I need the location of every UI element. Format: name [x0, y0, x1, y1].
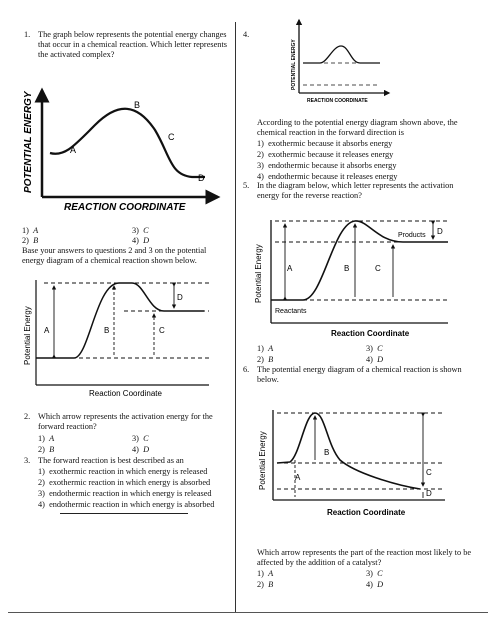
question-number: 3. — [24, 456, 31, 465]
y-axis-label: Potential Energy — [258, 431, 267, 490]
q3-option-3[interactable]: 3) endothermic reaction in which energy … — [38, 489, 212, 498]
answer-rule — [60, 513, 188, 514]
label-a: A — [70, 145, 76, 155]
q2-option-2[interactable]: 2) B — [38, 445, 55, 454]
q3-option-1[interactable]: 1) exothermic reaction in which energy i… — [38, 467, 208, 476]
question-5: 5. In the diagram below, which letter re… — [243, 181, 475, 201]
question-text: Which arrow represents the activation en… — [38, 412, 213, 432]
q4-question-text: According to the potential energy diagra… — [257, 118, 458, 138]
question-number: 1. — [24, 30, 31, 39]
question-text: The potential energy diagram of a chemic… — [257, 365, 462, 385]
x-axis-label: REACTION COORDINATE — [307, 98, 368, 104]
label-a: A — [295, 473, 301, 482]
q1-option-2[interactable]: 2) B — [22, 236, 39, 245]
x-axis-label: Reaction Coordinate — [331, 329, 410, 338]
energy-curve — [49, 107, 205, 179]
q5-option-4[interactable]: 4) D — [366, 355, 384, 364]
q1-option-4[interactable]: 4) D — [132, 236, 150, 245]
label-c: C — [159, 326, 165, 335]
q1-energy-diagram: POTENTIAL ENERGY REACTION COORDINATE A B… — [23, 87, 221, 213]
q6-energy-diagram: A B C D Potential Energy Reaction Coordi… — [258, 410, 445, 517]
y-axis-label: POTENTIAL ENERGY — [291, 39, 297, 90]
x-axis-label: Reaction Coordinate — [327, 508, 406, 517]
q4-option-3[interactable]: 3) endothermic because it absorbs energy — [257, 161, 397, 170]
question-text: The forward reaction is best described a… — [38, 456, 184, 465]
label-a: A — [44, 326, 50, 335]
q3-option-4[interactable]: 4) endothermic reaction in which energy … — [38, 500, 215, 509]
products-label: Products — [398, 232, 426, 239]
q3-option-2[interactable]: 2) exothermic reaction in which energy i… — [38, 478, 211, 487]
question-number: 4. — [243, 30, 250, 39]
q2-option-4[interactable]: 4) D — [132, 445, 150, 454]
q6-option-4[interactable]: 4) D — [366, 580, 384, 589]
question-2: 2. Which arrow represents the activation… — [24, 412, 228, 432]
q4-option-2[interactable]: 2) exothermic because it releases energy — [257, 150, 394, 159]
q2-q3-energy-diagram: A B C D Potential Energy Reaction Coordi… — [23, 280, 209, 398]
q4-energy-diagram: POTENTIAL ENERGY REACTION COORDINATE — [291, 18, 391, 104]
q6-option-3[interactable]: 3) C — [366, 569, 383, 578]
question-text: In the diagram below, which letter repre… — [257, 181, 454, 201]
energy-curve — [271, 220, 448, 301]
question-number: 6. — [243, 365, 250, 374]
label-b: B — [134, 100, 140, 110]
question-number: 5. — [243, 181, 250, 190]
q6-option-2[interactable]: 2) B — [257, 580, 274, 589]
label-d: D — [177, 293, 183, 302]
question-6: 6. The potential energy diagram of a che… — [243, 365, 475, 385]
label-c: C — [426, 468, 432, 477]
q4-option-4[interactable]: 4) endothermic because it releases energ… — [257, 172, 398, 181]
q1-option-1[interactable]: 1) A — [22, 226, 39, 235]
q5-option-3[interactable]: 3) C — [366, 344, 383, 353]
label-b: B — [344, 264, 349, 273]
question-1: 1. The graph below represents the potent… — [24, 30, 228, 60]
q5-option-1[interactable]: 1) A — [257, 344, 274, 353]
label-d: D — [437, 227, 443, 236]
question-number: 2. — [24, 412, 31, 421]
q5-option-2[interactable]: 2) B — [257, 355, 274, 364]
y-axis-label: Potential Energy — [254, 244, 263, 303]
energy-curve — [303, 45, 380, 64]
x-axis-label: REACTION COORDINATE — [64, 202, 186, 213]
x-axis-label: Reaction Coordinate — [89, 389, 162, 398]
q2-option-1[interactable]: 1) A — [38, 434, 55, 443]
y-axis-label: Potential Energy — [23, 306, 32, 365]
q6-question-text: Which arrow represents the part of the r… — [257, 548, 472, 568]
q6-option-1[interactable]: 1) A — [257, 569, 274, 578]
label-c: C — [375, 264, 381, 273]
label-d: D — [426, 489, 432, 498]
column-divider — [235, 22, 236, 612]
y-axis-label: POTENTIAL ENERGY — [23, 90, 34, 193]
label-b: B — [104, 326, 109, 335]
reactants-label: Reactants — [275, 308, 307, 315]
q1-option-3[interactable]: 3) C — [132, 226, 149, 235]
label-c: C — [168, 132, 175, 142]
label-a: A — [287, 264, 293, 273]
base-answers-text: Base your answers to questions 2 and 3 o… — [22, 246, 207, 266]
question-text: The graph below represents the potential… — [38, 30, 227, 60]
q5-energy-diagram: A B C D Products Reactants Potential Ene… — [254, 220, 448, 338]
label-b: B — [324, 448, 329, 457]
energy-curve — [36, 282, 204, 359]
label-d: D — [198, 173, 205, 183]
question-3: 3. The forward reaction is best describe… — [24, 456, 228, 466]
q2-option-3[interactable]: 3) C — [132, 434, 149, 443]
page-bottom-rule — [8, 612, 488, 613]
energy-curve — [276, 412, 421, 490]
q4-option-1[interactable]: 1) exothermic because it absorbs energy — [257, 139, 393, 148]
